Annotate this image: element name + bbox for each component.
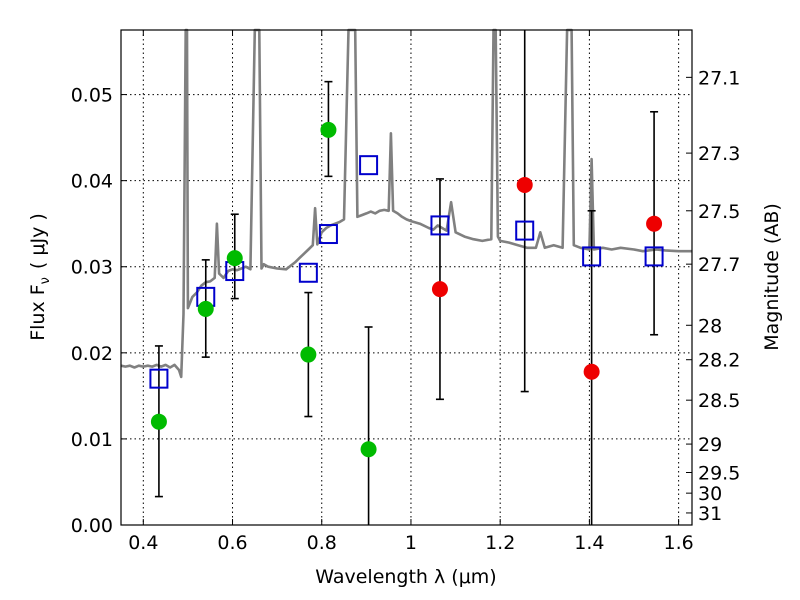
mag-tick-label: 27.7 [698, 254, 740, 276]
mag-tick-label: 27.5 [698, 201, 740, 223]
observed-point-marker [431, 281, 448, 298]
observed-point-marker [197, 300, 214, 317]
x-tick-label: 1.2 [485, 532, 515, 554]
mag-tick-label: 28.2 [698, 350, 740, 372]
observed-point-layer [150, 121, 663, 458]
mag-tick-label: 27.1 [698, 67, 740, 89]
model-square-marker [430, 215, 450, 236]
x-tick-label: 0.4 [128, 532, 158, 554]
errorbar-layer [154, 30, 659, 525]
observed-point-marker [516, 176, 533, 193]
mag-tick-label: 29 [698, 434, 722, 456]
mag-tick-label: 28 [698, 315, 722, 337]
model-square-marker [359, 155, 379, 176]
mag-tick-label: 27.3 [698, 143, 740, 165]
y-tick-label: 0.04 [71, 171, 113, 193]
x-tick-label: 1.4 [574, 532, 604, 554]
observed-point-marker [583, 363, 600, 380]
right-axis-label: Magnitude (AB) [761, 203, 783, 351]
x-tick-label: 0.6 [217, 532, 247, 554]
observed-point-marker [646, 215, 663, 232]
y-axis-label-main: Flux F [27, 284, 49, 340]
model-square-marker [644, 246, 664, 267]
y-tick-label: 0.03 [71, 257, 113, 279]
model-square-layer [149, 155, 664, 389]
y-tick-label: 0.02 [71, 343, 113, 365]
mag-tick-label: 28.5 [698, 390, 740, 412]
x-axis-label: Wavelength λ (μm) [315, 566, 496, 588]
observed-point-marker [360, 441, 377, 458]
observed-point-marker [300, 346, 317, 363]
y-tick-label: 0.01 [71, 429, 113, 451]
observed-point-marker [226, 250, 243, 267]
x-tick-label: 1.6 [664, 532, 694, 554]
y-tick-label: 0.05 [71, 85, 113, 107]
y-axis-label: Flux Fν ( μJy ) [27, 213, 53, 341]
mag-tick-label: 30 [698, 483, 722, 505]
y-axis-label-unit: ( μJy ) [27, 213, 49, 269]
spectrum-layer [120, 28, 692, 379]
model-square-marker [582, 246, 602, 267]
spectrum-line [120, 28, 692, 379]
x-tick-label: 1 [405, 532, 417, 554]
y-tick-label: 0.00 [71, 515, 113, 537]
model-square-marker [318, 224, 338, 245]
model-square-marker [149, 368, 169, 389]
axis-ticks: 0.4 0.6 0.8 1 1.2 1.4 1.6 0.00 0.01 0.02 0.03 0.04 0… [71, 30, 740, 554]
x-tick-label: 0.8 [307, 532, 337, 554]
observed-point-marker [320, 121, 337, 138]
observed-point-marker [150, 413, 167, 430]
grid-lines [121, 30, 692, 525]
model-square-marker [298, 262, 318, 283]
mag-tick-label: 29.5 [698, 462, 740, 484]
mag-tick-label: 31 [698, 503, 722, 525]
y-axis-label-subscript: ν [38, 277, 53, 284]
plot-frame [120, 29, 693, 526]
model-square-marker [515, 220, 535, 241]
